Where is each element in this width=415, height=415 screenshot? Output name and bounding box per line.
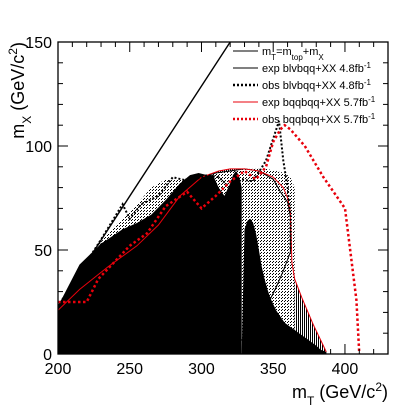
y-axis-label: mX (GeV/c2) — [6, 42, 34, 139]
legend-label-exp_blv: exp blvbqq+XX 4.8fb-1 — [262, 61, 371, 76]
x-tick-label: 350 — [260, 361, 287, 378]
y-tick-label: 100 — [25, 139, 52, 156]
axis-labels: mT (GeV/c2) mX (GeV/c2) — [6, 42, 388, 408]
series-lines — [58, 42, 361, 354]
obs-bqq-line — [58, 123, 361, 354]
x-axis-label: mT (GeV/c2) — [292, 380, 388, 408]
y-tick-label: 50 — [34, 243, 52, 260]
legend-label-obs_blv: obs blvbqq+XX 4.8fb-1 — [262, 78, 371, 93]
legend-label-diag: mT=mtop+mX — [262, 46, 324, 62]
exp-blv-line — [58, 168, 291, 351]
x-tick-label: 300 — [188, 361, 215, 378]
black-region-main — [58, 171, 242, 354]
x-tick-label: 250 — [116, 361, 143, 378]
y-tick-label: 0 — [43, 347, 52, 364]
x-tick-label: 400 — [332, 361, 359, 378]
axes: 200 250 300 350 400 0 50 100 150 — [25, 35, 389, 378]
y-tick-label: 150 — [25, 35, 52, 52]
black-region-lower — [241, 218, 327, 354]
x-tick-label: 200 — [45, 361, 72, 378]
exp-bqq-line — [58, 168, 327, 353]
legend-label-obs_bqq: obs bqqbqq+XX 5.7fb-1 — [262, 112, 376, 127]
legend-label-exp_bqq: exp bqqbqq+XX 5.7fb-1 — [262, 95, 376, 110]
plot-frame — [57, 41, 389, 355]
contour-fills — [58, 42, 388, 354]
obs-blv-line — [58, 120, 292, 307]
